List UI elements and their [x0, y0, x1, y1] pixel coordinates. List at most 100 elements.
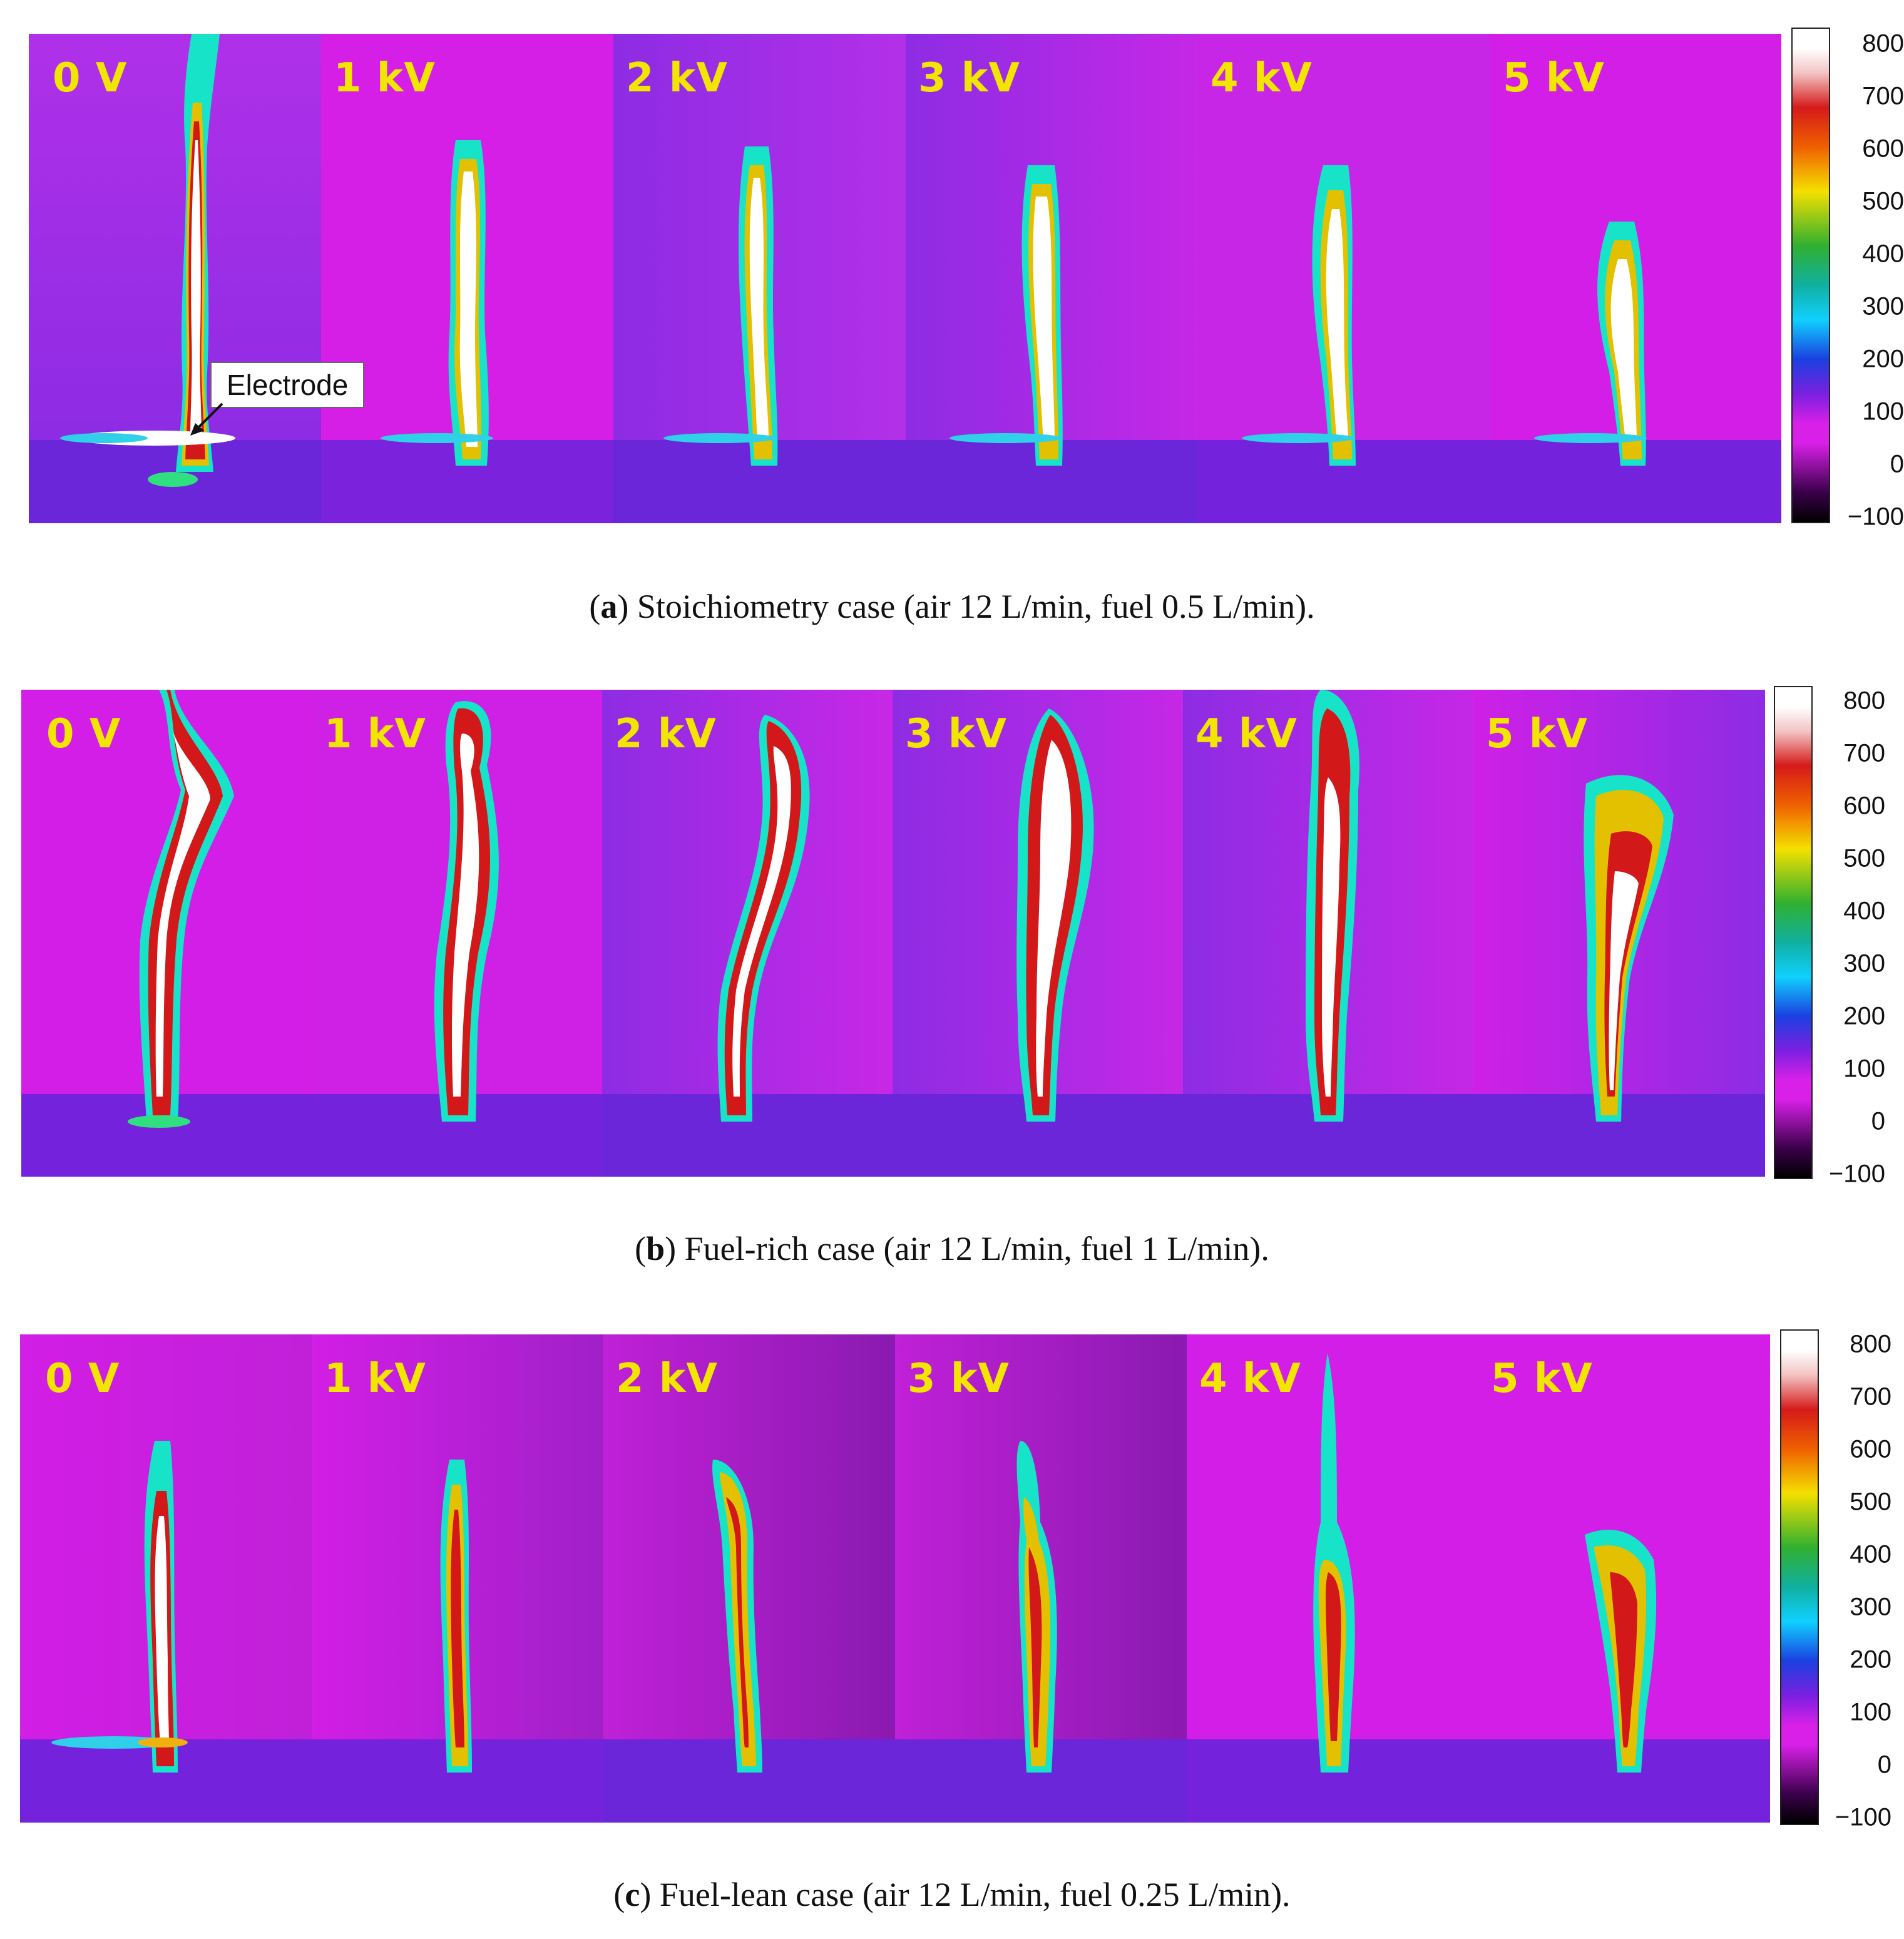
voltage-label: 3 kV [908, 1356, 1010, 1402]
frame-a-1: 1 kV [321, 34, 613, 523]
flame-c-1 [440, 1460, 472, 1773]
electrode-callout: Electrode [210, 362, 365, 408]
caption-text: Fuel-lean case (air 12 L/min, fuel 0.25 … [651, 1876, 1291, 1913]
thermal-strip-b: 0 V 1 kV 2 kV [21, 690, 1765, 1177]
colorbar-ticks-c: 800 700 600 500 400 300 200 100 0 −100 [1816, 1331, 1891, 1831]
voltage-label: 1 kV [324, 711, 426, 757]
voltage-label: 1 kV [334, 55, 436, 101]
voltage-label: 4 kV [1210, 55, 1313, 101]
flame-a-3 [949, 165, 1063, 466]
tick-label: 400 [1862, 240, 1904, 268]
frame-b-1: 1 kV [312, 690, 602, 1177]
voltage-label: 3 kV [905, 711, 1007, 757]
tick-label: 600 [1862, 135, 1904, 163]
voltage-label: 5 kV [1491, 1356, 1593, 1402]
tick-label: 400 [1843, 897, 1885, 925]
tick-label: 0 [1877, 1751, 1891, 1779]
tick-label: 600 [1843, 792, 1885, 820]
frame-b-4: 4 kV [1183, 690, 1473, 1177]
tick-label: 600 [1850, 1435, 1891, 1463]
voltage-label: 1 kV [324, 1356, 426, 1402]
frame-c-1: 1 kV [312, 1334, 603, 1823]
frame-c-4: 4 kV [1187, 1334, 1478, 1823]
voltage-label: 3 kV [918, 55, 1020, 101]
tick-label: 0 [1871, 1107, 1885, 1135]
flame-b-2 [717, 715, 810, 1122]
caption-b: (b) Fuel-rich case (air 12 L/min, fuel 1… [635, 1230, 1269, 1267]
frame-b-5: 5 kV [1473, 690, 1765, 1177]
voltage-label: 2 kV [615, 711, 717, 757]
caption-a: (a) Stoichiometry case (air 12 L/min, fu… [589, 588, 1315, 625]
flame-a-5 [1534, 222, 1647, 466]
voltage-label: 2 kV [616, 1356, 718, 1402]
flame-c-0 [51, 1441, 188, 1773]
frame-c-3: 3 kV [895, 1334, 1187, 1823]
tick-label: 500 [1850, 1488, 1891, 1516]
flame-c-5 [1585, 1530, 1657, 1773]
tick-label: 400 [1850, 1540, 1891, 1568]
flame-a-2 [663, 146, 778, 466]
tick-label: 700 [1862, 82, 1904, 110]
tick-label: 800 [1850, 1330, 1891, 1358]
voltage-label: 2 kV [626, 55, 728, 101]
frame-c-0: 0 V [20, 1334, 312, 1823]
frame-c-5: 5 kV [1478, 1334, 1770, 1823]
tick-label: 300 [1862, 292, 1904, 320]
tick-label: 0 [1890, 450, 1904, 478]
caption-letter: a [600, 588, 618, 625]
colorbar-a [1791, 28, 1830, 523]
frame-b-0: 0 V [21, 690, 312, 1177]
caption-text: Stoichiometry case (air 12 L/min, fuel 0… [628, 588, 1315, 625]
callout-arrow-icon [190, 402, 223, 436]
tick-label: 100 [1862, 397, 1904, 426]
tick-label: 200 [1843, 1002, 1885, 1030]
flame-c-2 [712, 1460, 762, 1773]
tick-label: −100 [1828, 1160, 1885, 1188]
voltage-label: 5 kV [1486, 711, 1588, 757]
tick-label: 300 [1843, 949, 1885, 978]
caption-letter: b [646, 1230, 665, 1267]
tick-label: 700 [1850, 1383, 1891, 1411]
voltage-label: 4 kV [1199, 1356, 1301, 1402]
tick-label: 300 [1850, 1593, 1891, 1621]
tick-label: 200 [1850, 1645, 1891, 1674]
colorbar-ticks-a: 800 700 600 500 400 300 200 100 0 −100 [1828, 30, 1904, 531]
tick-label: 800 [1862, 29, 1904, 58]
tick-label: −100 [1847, 503, 1904, 531]
frame-a-5: 5 kV [1490, 34, 1781, 523]
caption-text: Fuel-rich case (air 12 L/min, fuel 1 L/m… [676, 1230, 1269, 1267]
flame-b-3 [1016, 709, 1094, 1122]
frame-b-2: 2 kV [602, 690, 893, 1177]
colorbar-ticks-b: 800 700 600 500 400 300 200 100 0 −100 [1810, 687, 1885, 1188]
frame-c-2: 2 kV [603, 1334, 895, 1823]
flame-b-4 [1306, 690, 1359, 1122]
tick-label: 800 [1843, 687, 1885, 715]
flame-c-4 [1313, 1353, 1355, 1773]
tick-label: 700 [1843, 739, 1885, 767]
frame-a-4: 4 kV [1198, 34, 1490, 523]
voltage-label: 0 V [53, 55, 128, 101]
voltage-label: 0 V [45, 1356, 120, 1402]
flame-a-0 [60, 34, 235, 487]
caption-c: (c) Fuel-lean case (air 12 L/min, fuel 0… [613, 1876, 1291, 1913]
colorbar-c [1780, 1329, 1819, 1825]
frame-a-0: 0 V [29, 34, 321, 523]
flame-a-4 [1242, 165, 1356, 466]
tick-label: 200 [1862, 345, 1904, 373]
caption-letter: c [625, 1876, 640, 1913]
flame-b-0 [128, 690, 234, 1128]
tick-label: 100 [1843, 1055, 1885, 1083]
frame-b-3: 3 kV [893, 690, 1183, 1177]
voltage-label: 5 kV [1503, 55, 1605, 101]
thermal-strip-c: 0 V 1 kV 2 kV [20, 1334, 1770, 1823]
frame-a-3: 3 kV [906, 34, 1198, 523]
tick-label: −100 [1835, 1803, 1891, 1831]
voltage-label: 0 V [46, 711, 121, 757]
flame-c-3 [1016, 1441, 1057, 1773]
flame-a-1 [381, 140, 493, 466]
voltage-label: 4 kV [1195, 711, 1297, 757]
tick-label: 500 [1862, 187, 1904, 215]
colorbar-b [1774, 686, 1813, 1179]
flame-b-1 [434, 701, 499, 1122]
flame-b-5 [1584, 775, 1674, 1122]
